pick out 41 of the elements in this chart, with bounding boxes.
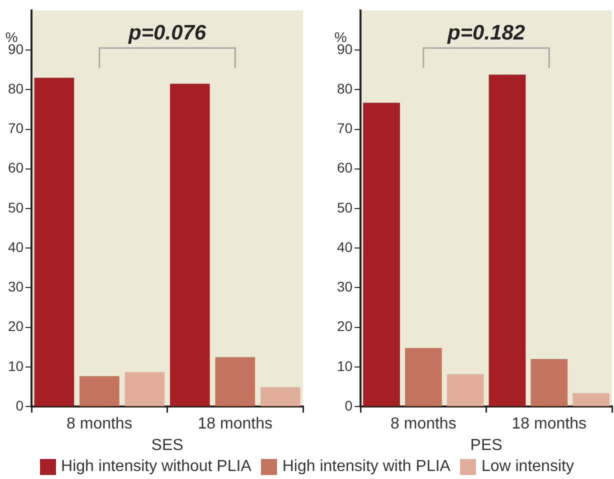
y-tick-label: 50: [336, 199, 353, 216]
y-tick-label: 50: [8, 199, 24, 216]
annotation: p=0.076: [127, 21, 206, 44]
bar: [446, 374, 484, 406]
y-tick-label: 20: [8, 318, 24, 334]
x-axis-title: SES: [151, 436, 184, 454]
bar: [260, 387, 300, 406]
y-tick-label: 40: [8, 238, 24, 255]
bar: [170, 84, 210, 406]
bar: [404, 348, 442, 406]
legend-label: High intensity without PLIA: [61, 458, 252, 476]
bar: [488, 74, 526, 406]
y-tick-label: 0: [16, 397, 24, 414]
y-tick-label: 60: [336, 160, 353, 176]
x-axis-title: PES: [470, 436, 502, 454]
bar: [124, 372, 165, 406]
y-tick-label: 40: [336, 238, 353, 255]
bar: [572, 393, 610, 406]
y-tick-label: 0: [344, 397, 353, 414]
y-tick-label: 60: [8, 160, 24, 176]
legend-label: Low intensity: [481, 458, 574, 476]
y-tick-label: 30: [8, 278, 24, 295]
y-tick-label: 80: [8, 80, 24, 96]
annotation: p=0.182: [446, 21, 526, 44]
legend-label: High intensity with PLIA: [282, 458, 450, 476]
y-tick-label: 70: [336, 120, 353, 136]
x-tick-label: 18 months: [512, 416, 586, 433]
x-tick-label: 8 months: [66, 416, 132, 433]
x-tick-label: 18 months: [198, 416, 272, 433]
bar: [530, 359, 568, 406]
y-tick-label: 30: [336, 278, 353, 295]
bar: [215, 357, 256, 406]
y-tick-label: 10: [8, 358, 24, 374]
bar: [34, 78, 74, 406]
y-tick-label: 70: [8, 120, 24, 136]
y-tick-label: 20: [336, 318, 353, 334]
bar: [80, 376, 120, 406]
y-tick-label: 80: [336, 80, 353, 96]
bar: [363, 102, 400, 406]
y-tick-label: 10: [336, 358, 353, 374]
x-tick-label: 8 months: [390, 416, 456, 433]
